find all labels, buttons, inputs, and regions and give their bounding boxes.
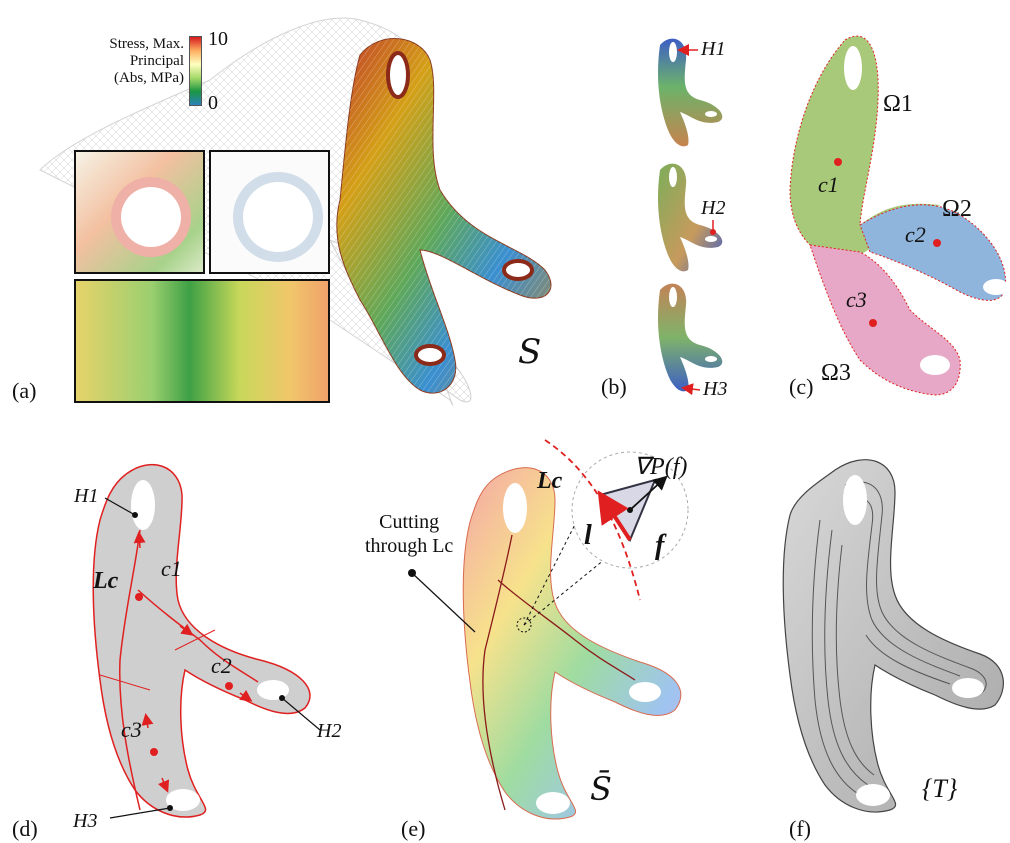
hole-label-h2-d: H2 <box>317 720 342 742</box>
panel-e <box>408 439 689 820</box>
colorbar-max-tick: 10 <box>208 28 228 50</box>
toolpath-label: {T} <box>922 774 958 803</box>
colorbar-min-tick: 0 <box>208 92 218 114</box>
panel-f <box>782 459 1004 813</box>
field-shape-2 <box>657 163 723 272</box>
center-label-c1: c1 <box>818 172 839 197</box>
surface-label-s-bar: S̄ <box>590 770 612 808</box>
region-omega1 <box>789 35 879 246</box>
center-label-c3-d: c3 <box>121 717 142 742</box>
gradient-label: ∇P(f) <box>634 454 688 480</box>
hole-label-h2-b: H2 <box>701 197 726 219</box>
field-shape-1 <box>657 38 723 147</box>
annotation-cutting: Cutting through Lc <box>365 510 453 558</box>
hole-label-h3-d: H3 <box>73 810 98 832</box>
field-shape-3 <box>657 283 723 392</box>
inset-top-left <box>74 150 205 274</box>
gray-bracket-f <box>782 459 1004 813</box>
surface-label-s: S <box>518 332 542 372</box>
inset-top-right <box>209 150 330 274</box>
region-label-omega3: Ω3 <box>821 360 851 386</box>
inset-bottom <box>74 279 330 403</box>
hole-right <box>502 259 534 281</box>
hole-label-h3-b: H3 <box>703 378 728 400</box>
panel-c <box>789 35 1009 396</box>
colorbar-title-line3: (Abs, MPa) <box>114 70 184 86</box>
colorbar-title-line1: Stress, Max. <box>109 36 184 52</box>
center-c2 <box>933 239 941 247</box>
face-f-label: f <box>655 530 665 561</box>
panel-label-c: (c) <box>789 374 814 399</box>
center-label-c1-d: c1 <box>161 556 182 581</box>
colorbar <box>189 36 202 106</box>
region-omega3 <box>809 244 961 396</box>
rainbow-bracket-e <box>462 467 682 820</box>
region-omega2 <box>859 204 1007 301</box>
stress-bracket <box>336 38 552 394</box>
vector-l-label: l <box>584 520 592 551</box>
hole-bottom <box>414 344 446 366</box>
region-label-omega2: Ω2 <box>942 196 972 222</box>
curve-lc <box>118 529 141 811</box>
annotation-cutting-line2: through Lc <box>365 535 454 557</box>
curve-lc-e <box>544 439 641 601</box>
hole-label-h1-b: H1 <box>701 38 726 60</box>
colorbar-title-line2: Principal <box>129 53 184 69</box>
hole-top <box>386 51 410 99</box>
panel-d <box>92 464 321 819</box>
panel-label-b: (b) <box>601 374 627 399</box>
panel-label-e: (e) <box>401 816 426 841</box>
panel-label-a: (a) <box>12 378 37 403</box>
panel-b <box>657 38 723 396</box>
region-label-omega1: Ω1 <box>883 91 913 117</box>
center-label-c2-d: c2 <box>211 653 232 678</box>
curve-label-lc-d: Lc <box>93 568 119 594</box>
center-c1 <box>834 158 842 166</box>
center-label-c2: c2 <box>905 222 926 247</box>
colorbar-title: Stress, Max. Principal (Abs, MPa) <box>60 36 184 87</box>
curve-label-lc-e: Lc <box>537 468 563 494</box>
center-c3 <box>869 319 877 327</box>
panel-label-f: (f) <box>789 816 811 841</box>
center-label-c3: c3 <box>846 287 867 312</box>
panel-label-d: (d) <box>12 816 38 841</box>
annotation-cutting-line1: Cutting <box>379 511 440 533</box>
hole-label-h1-d: H1 <box>74 485 99 507</box>
